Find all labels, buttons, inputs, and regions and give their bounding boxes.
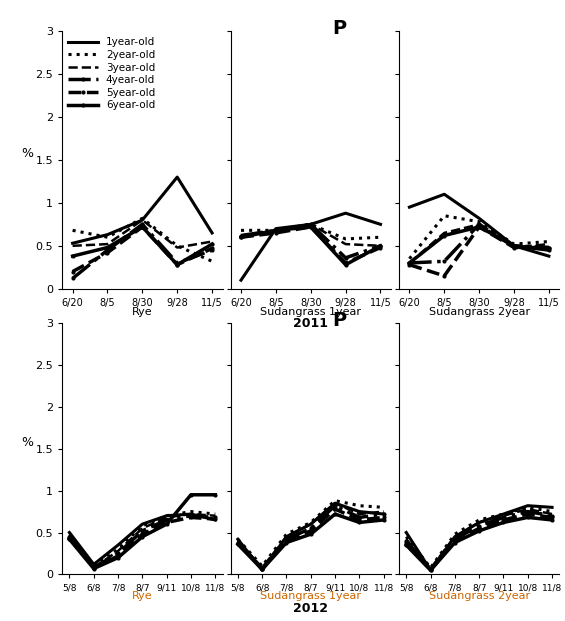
Legend: 1year-old, 2year-old, 3year-old, 4year-old, 5year-old, 6year-old: 1year-old, 2year-old, 3year-old, 4year-o… [67, 36, 156, 111]
Y-axis label: %: % [21, 147, 33, 160]
Text: 2012: 2012 [293, 602, 328, 615]
Text: P: P [332, 310, 346, 330]
Text: Sudangrass 2year: Sudangrass 2year [429, 307, 530, 317]
Text: Rye: Rye [132, 591, 153, 601]
Text: Rye: Rye [132, 307, 153, 317]
Text: Sudangrass 1year: Sudangrass 1year [260, 591, 361, 601]
Y-axis label: %: % [21, 436, 33, 448]
Text: P: P [332, 19, 346, 38]
Text: Sudangrass 2year: Sudangrass 2year [429, 591, 530, 601]
Text: 2011: 2011 [293, 317, 328, 330]
Text: Sudangrass 1year: Sudangrass 1year [260, 307, 361, 317]
